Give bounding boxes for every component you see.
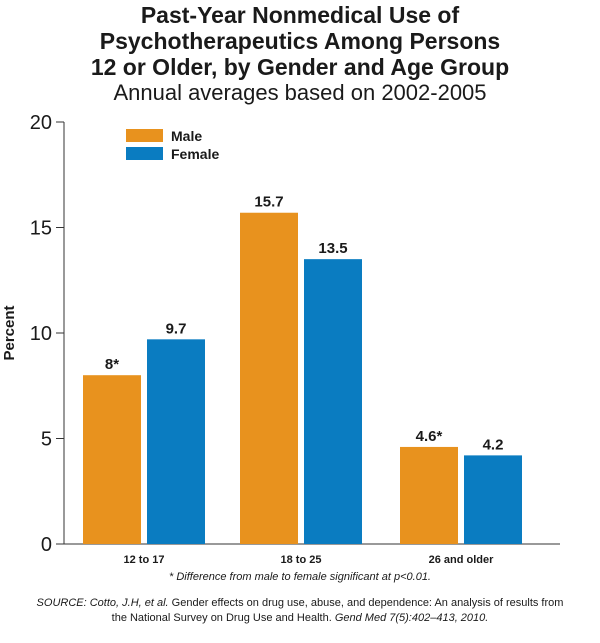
y-tick-label: 15 (30, 218, 52, 240)
bar-male (83, 375, 141, 544)
x-tick-label: 12 to 17 (124, 554, 165, 566)
bar-female (304, 259, 362, 544)
bar-female (147, 339, 205, 544)
bar-value-label: 4.6* (416, 428, 443, 445)
bar-value-label: 13.5 (318, 240, 347, 257)
bar-female (464, 455, 522, 544)
bar-value-label: 8* (105, 356, 119, 373)
source-authors: Cotto, J.H, et al. (89, 597, 169, 609)
bar-value-label: 4.2 (483, 436, 504, 453)
source-journal: Gend Med 7(5):402–413, 2010. (334, 612, 489, 624)
bar-male (240, 212, 298, 545)
y-tick-label: 20 (30, 112, 52, 134)
x-tick-label: 26 and older (429, 554, 495, 566)
y-tick-label: 5 (41, 429, 52, 451)
legend-swatch-male (126, 129, 163, 142)
legend-label-female: Female (171, 146, 219, 162)
bar-male (400, 446, 458, 544)
legend-swatch-female (126, 147, 163, 160)
y-tick-label: 0 (41, 534, 52, 556)
bar-value-label: 15.7 (254, 194, 283, 211)
chart-title-line-1: Past-Year Nonmedical Use of (140, 2, 460, 28)
chart-title-line-3: 12 or Older, by Gender and Age Group (90, 54, 510, 80)
source-citation: SOURCE: Cotto, J.H, et al. Gender effect… (30, 596, 570, 626)
chart-title-line-2: Psychotherapeutics Among Persons (99, 28, 501, 54)
legend-label-male: Male (171, 128, 202, 144)
y-axis-label: Percent (1, 305, 18, 360)
source-text: Gender effects on drug use, abuse, and d… (111, 597, 564, 624)
x-tick-label: 18 to 25 (281, 554, 322, 566)
source-prefix: SOURCE: (36, 597, 90, 609)
chart-subtitle: Annual averages based on 2002-2005 (113, 80, 487, 105)
chart-title-block: Past-Year Nonmedical Use of Psychotherap… (0, 2, 600, 106)
bar-value-label: 9.7 (166, 320, 187, 337)
significance-footnote: * Difference from male to female signifi… (169, 571, 431, 583)
y-tick-label: 10 (30, 323, 52, 345)
